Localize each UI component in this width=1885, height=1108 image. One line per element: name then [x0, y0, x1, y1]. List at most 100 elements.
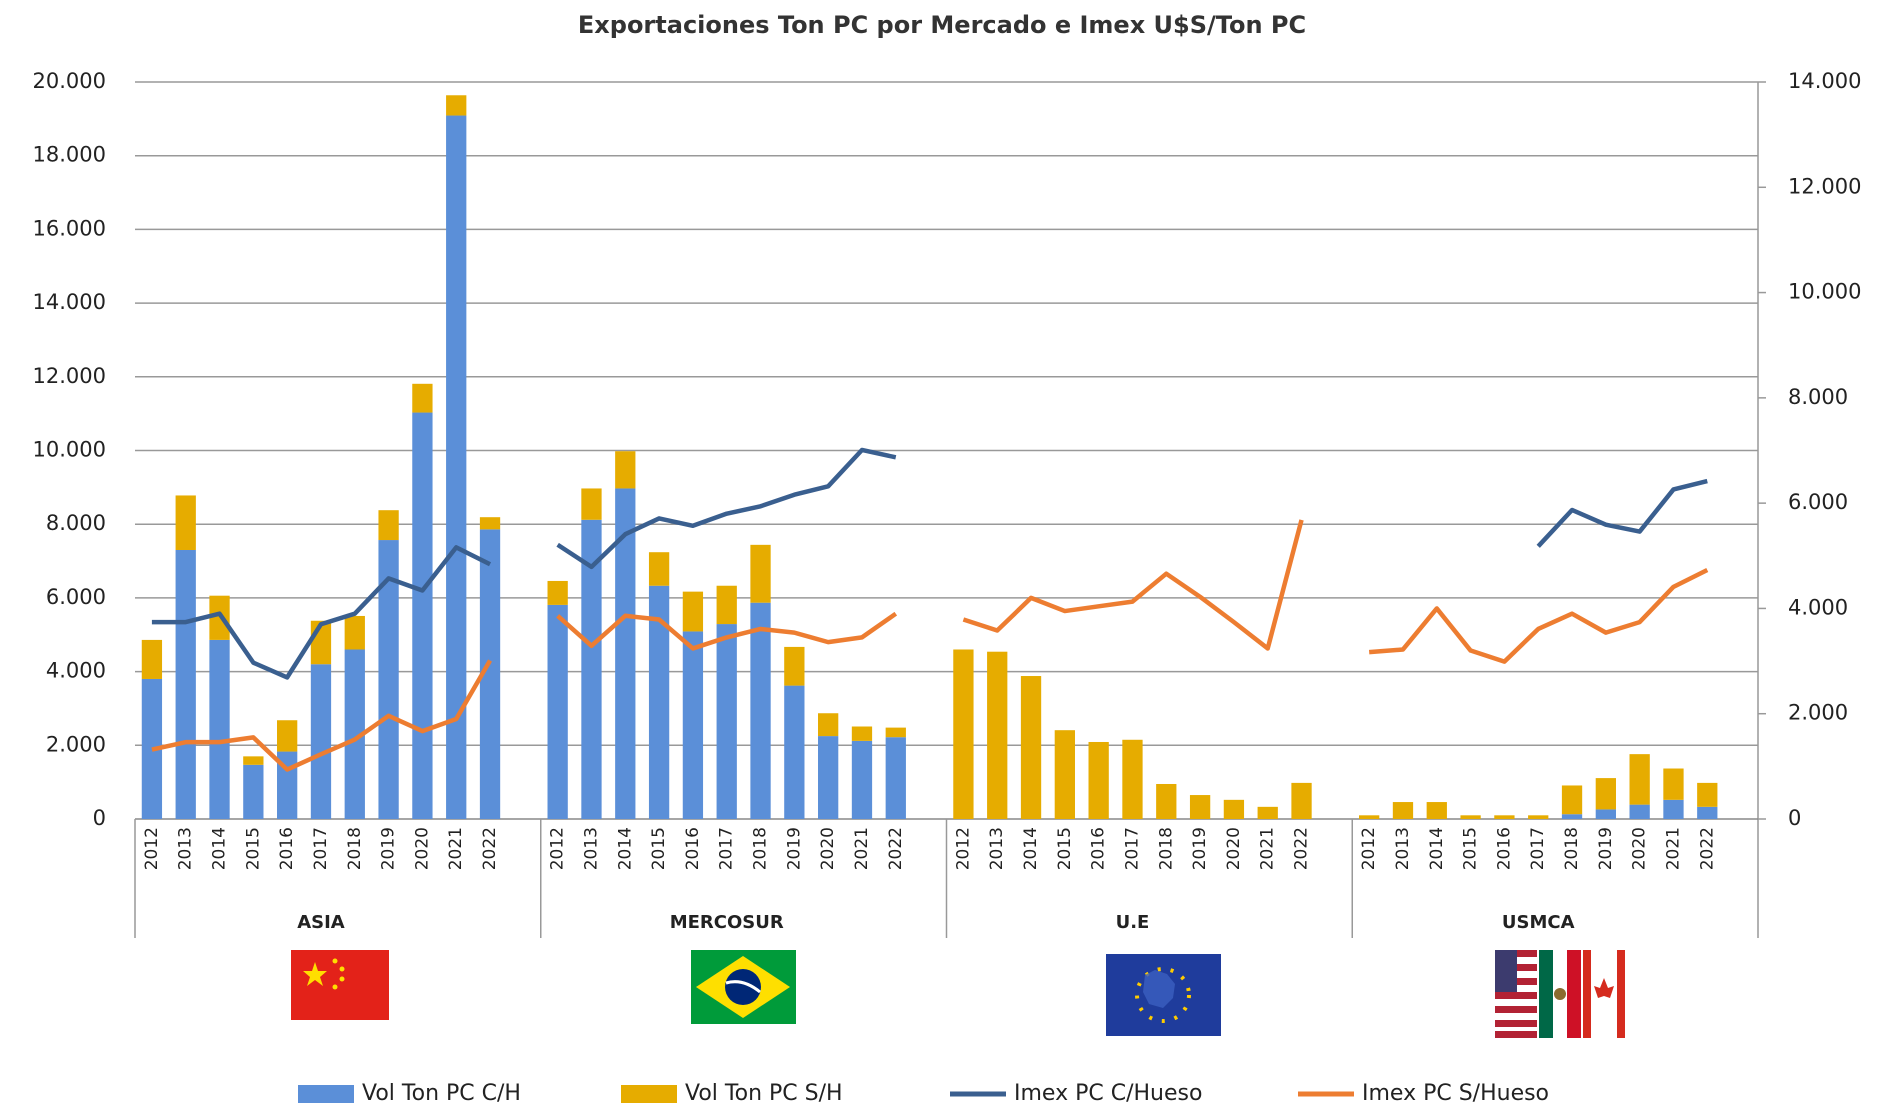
- bar: [175, 495, 196, 550]
- x-tick-label: 2022: [1292, 827, 1312, 870]
- bar: [885, 727, 906, 738]
- bar: [682, 631, 704, 819]
- bar: [479, 529, 501, 819]
- bar: [648, 552, 670, 586]
- y-tick-label: 10.000: [33, 438, 106, 462]
- x-tick-label: 2014: [1427, 827, 1447, 870]
- bar: [209, 639, 230, 819]
- y2-tick-label: 10.000: [1788, 280, 1861, 304]
- lines: [151, 447, 1709, 772]
- y2-tick-label: 12.000: [1788, 174, 1861, 198]
- bar: [1392, 802, 1414, 819]
- bar: [581, 488, 602, 520]
- bar: [1697, 782, 1718, 807]
- x-tick-label: 2012: [953, 827, 973, 870]
- bar: [1189, 795, 1211, 819]
- bar: [1088, 741, 1109, 819]
- x-tick-label: 2022: [886, 827, 906, 870]
- y-tick-label: 8.000: [46, 511, 106, 535]
- bar: [818, 713, 839, 737]
- bar: [716, 585, 737, 625]
- y2-tick-label: 4.000: [1788, 595, 1848, 619]
- bar: [344, 649, 365, 819]
- bar: [987, 651, 1008, 819]
- x-tick-label: 2013: [176, 827, 196, 870]
- bar: [953, 649, 974, 819]
- bar: [1460, 815, 1481, 819]
- x-tick-label: 2016: [683, 827, 703, 870]
- bar: [479, 517, 501, 530]
- legend-label: Vol Ton PC S/H: [685, 1081, 843, 1106]
- legend-swatch: [621, 1085, 677, 1103]
- x-tick-label: 2012: [548, 827, 568, 870]
- bar: [1054, 730, 1075, 819]
- bar: [1359, 815, 1380, 819]
- x-tick-label: 2013: [581, 827, 601, 870]
- x-tick-label: 2013: [1393, 827, 1413, 870]
- bar: [1122, 739, 1143, 819]
- bar: [1528, 815, 1549, 819]
- bar: [851, 726, 873, 741]
- flag-eu: [1106, 954, 1221, 1036]
- line: [962, 519, 1304, 651]
- y-tick-label: 16.000: [33, 216, 106, 240]
- x-tick-label: 2014: [1021, 827, 1041, 870]
- bar: [784, 685, 805, 819]
- bar: [1020, 676, 1042, 819]
- bar: [1663, 799, 1684, 819]
- chart-title: Exportaciones Ton PC por Mercado e Imex …: [578, 11, 1306, 39]
- flag-china: [291, 950, 389, 1020]
- y-tick-label: 2.000: [46, 732, 106, 756]
- y-tick-label: 4.000: [46, 659, 106, 683]
- group-label: USMCA: [1502, 912, 1575, 933]
- legend-swatch: [298, 1085, 354, 1103]
- group-label: MERCOSUR: [670, 912, 784, 933]
- x-tick-label: 2016: [277, 827, 297, 870]
- y-tick-label: 6.000: [46, 585, 106, 609]
- y2-tick-label: 6.000: [1788, 490, 1848, 514]
- y-tick-label: 0: [93, 806, 106, 830]
- x-tick-label: 2019: [1596, 827, 1616, 870]
- x-tick-label: 2013: [987, 827, 1007, 870]
- bar: [885, 737, 906, 819]
- x-tick-label: 2017: [1122, 827, 1142, 870]
- x-tick-label: 2018: [751, 827, 771, 870]
- bar: [277, 720, 298, 752]
- x-tick-label: 2019: [1190, 827, 1210, 870]
- x-tick-label: 2015: [1461, 827, 1481, 870]
- bar: [1291, 782, 1312, 819]
- bar: [1223, 799, 1245, 819]
- y2-tick-label: 14.000: [1788, 69, 1861, 93]
- x-tick-label: 2017: [717, 827, 737, 870]
- y-tick-label: 20.000: [33, 69, 106, 93]
- line: [151, 659, 492, 772]
- bar: [1663, 768, 1684, 800]
- bar: [581, 519, 602, 819]
- line: [151, 545, 492, 680]
- x-tick-label: 2014: [615, 827, 635, 870]
- line: [1536, 478, 1708, 548]
- bar: [750, 602, 771, 819]
- x-tick-label: 2014: [210, 827, 230, 870]
- x-tick-label: 2020: [818, 827, 838, 870]
- bar: [784, 646, 805, 686]
- x-tick-label: 2019: [784, 827, 804, 870]
- x-tick-label: 2015: [1055, 827, 1075, 870]
- x-tick-label: 2020: [412, 827, 432, 870]
- bar: [716, 624, 737, 819]
- x-tick-label: 2017: [1528, 827, 1548, 870]
- bar: [1426, 802, 1447, 819]
- x-tick-label: 2020: [1630, 827, 1650, 870]
- legend-label: Vol Ton PC C/H: [362, 1081, 521, 1106]
- y-tick-label: 12.000: [33, 364, 106, 388]
- line: [556, 611, 898, 651]
- x-tick-label: 2012: [1359, 827, 1379, 870]
- y2-tick-label: 8.000: [1788, 385, 1848, 409]
- x-tick-label: 2021: [1258, 827, 1278, 870]
- group-label: U.E: [1116, 912, 1150, 933]
- x-tick-label: 2021: [852, 827, 872, 870]
- flag-brazil: [691, 950, 796, 1024]
- bars: [141, 95, 1718, 819]
- x-tick-label: 2022: [1697, 827, 1717, 870]
- bar: [243, 764, 264, 819]
